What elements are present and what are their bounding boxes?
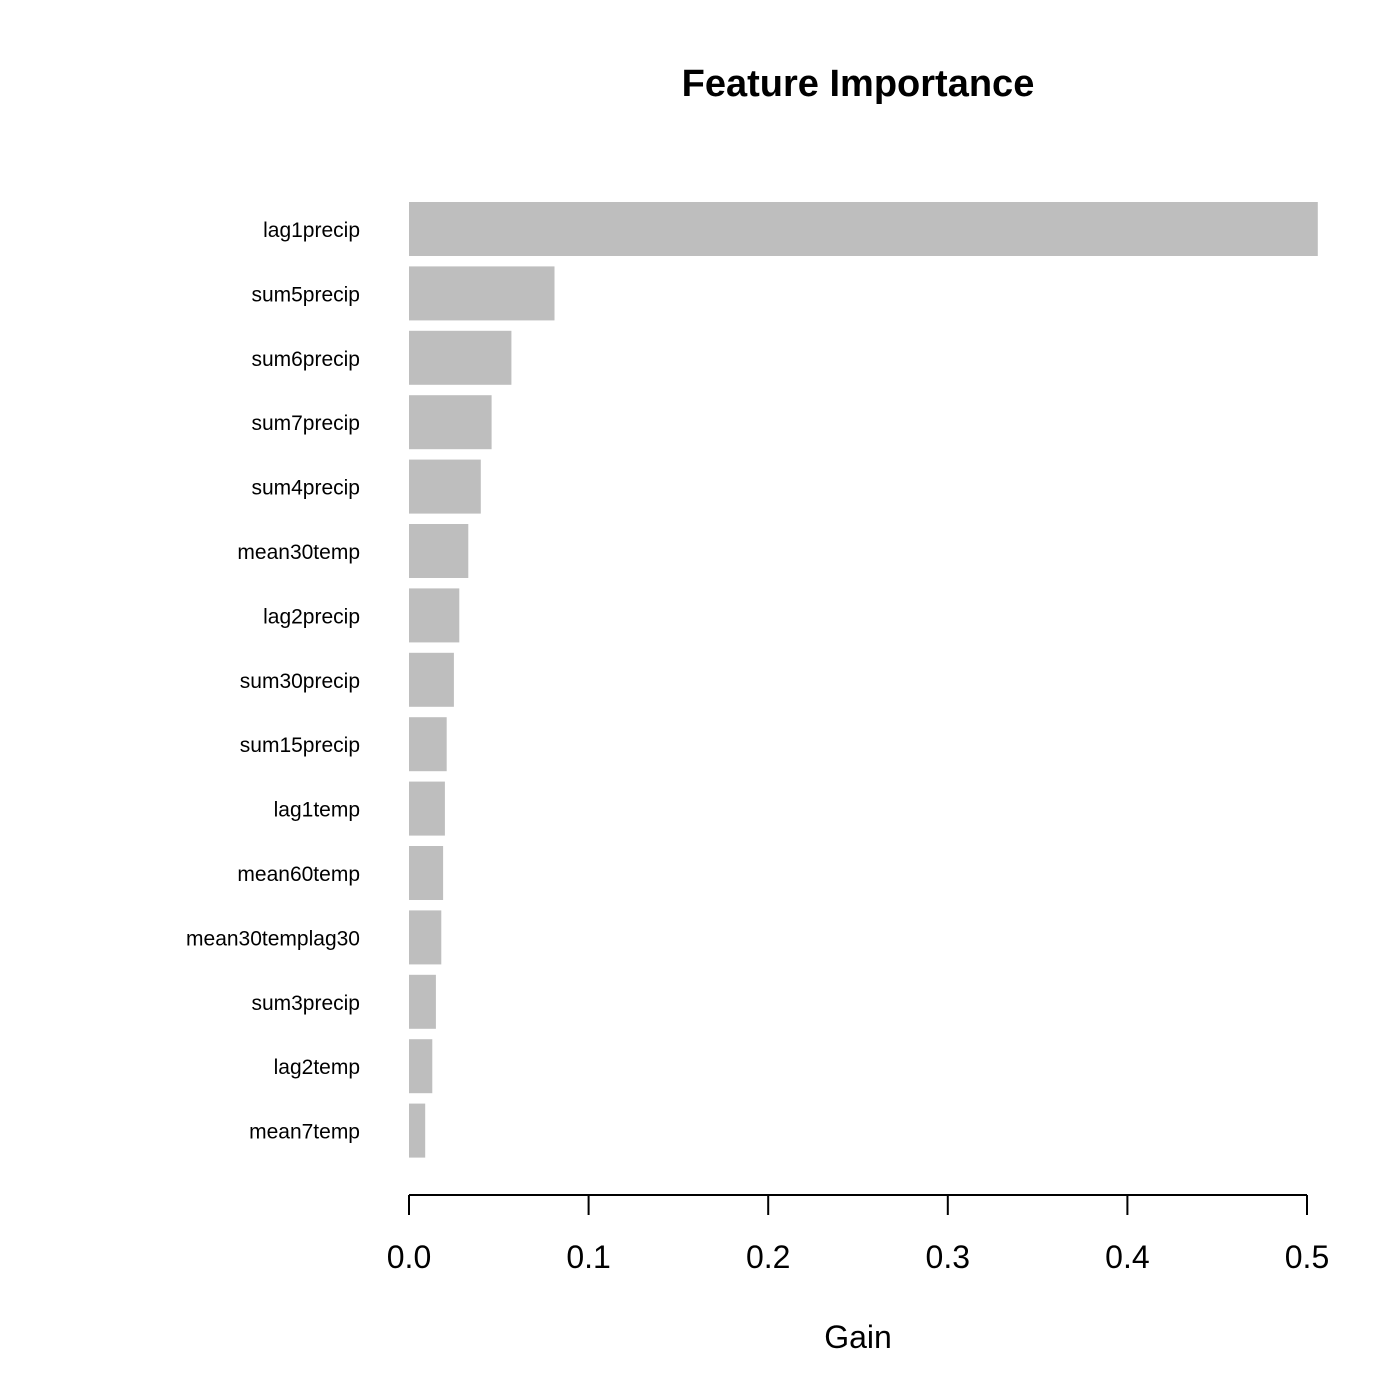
chart-title: Feature Importance [682, 63, 1035, 105]
bar-sum3precip [409, 974, 436, 1029]
x-tick-label: 0.2 [746, 1239, 790, 1275]
category-label: mean30templag30 [186, 927, 360, 950]
x-axis: 0.0 0.1 0.2 0.3 0.4 0.5 [387, 1194, 1329, 1275]
bar-lag2precip [409, 588, 460, 643]
category-label: sum30precip [240, 670, 360, 693]
category-label: sum7precip [251, 412, 360, 435]
bar-mean30templag30 [409, 910, 442, 965]
bars-group [409, 202, 1318, 1158]
category-label: sum3precip [251, 992, 360, 1015]
category-label: lag1precip [263, 219, 360, 242]
category-label: mean60temp [237, 863, 360, 886]
x-tick-label: 0.0 [387, 1239, 431, 1275]
bar-sum30precip [409, 652, 454, 707]
bar-sum4precip [409, 459, 481, 514]
bar-sum5precip [409, 266, 555, 321]
bar-lag1temp [409, 781, 445, 836]
category-label: mean7temp [249, 1121, 360, 1144]
bar-lag1precip [409, 202, 1318, 256]
bar-mean60temp [409, 846, 444, 900]
category-label: sum5precip [251, 283, 360, 306]
category-label: lag2temp [274, 1056, 360, 1079]
category-label: lag2precip [263, 605, 360, 628]
x-tick-label: 0.4 [1105, 1239, 1149, 1275]
x-tick-label: 0.1 [566, 1239, 610, 1275]
bar-lag2temp [409, 1039, 433, 1094]
category-label: lag1temp [274, 799, 360, 822]
category-label: sum4precip [251, 477, 360, 500]
bar-sum6precip [409, 330, 512, 385]
bar-sum15precip [409, 717, 447, 772]
category-label: mean30temp [237, 541, 360, 564]
x-tick-label: 0.3 [926, 1239, 970, 1275]
category-label: sum15precip [240, 734, 360, 757]
category-label: sum6precip [251, 348, 360, 371]
category-labels: lag1precip sum5precip sum6precip sum7precip… [186, 219, 360, 1144]
x-tick-label: 0.5 [1285, 1239, 1329, 1275]
bar-mean7temp [409, 1103, 426, 1158]
x-axis-title: Gain [824, 1319, 892, 1355]
bar-mean30temp [409, 524, 469, 578]
bar-sum7precip [409, 395, 492, 450]
